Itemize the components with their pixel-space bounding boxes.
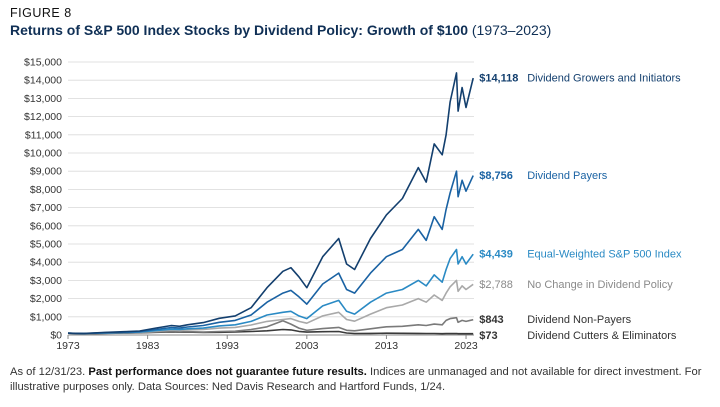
y-axis: $0 $1,000 $2,000 $3,000 $4,000 $5,000 $6,000 $7…	[24, 57, 62, 342]
y-tick-label: $7,000	[30, 202, 62, 214]
series-line	[67, 72, 474, 335]
y-tick-label: $1,000	[30, 311, 62, 323]
y-tick-label: $6,000	[30, 220, 62, 232]
x-tick-label: 1993	[216, 340, 240, 352]
series-name-label: Dividend Cutters & Eliminators	[527, 330, 677, 342]
chart-title: Returns of S&P 500 Index Stocks by Divid…	[10, 22, 551, 38]
series-end-value: $843	[479, 314, 503, 326]
chart-title-main: Returns of S&P 500 Index Stocks by Divid…	[10, 22, 468, 38]
series-name-label: Dividend Growers and Initiators	[527, 73, 681, 85]
x-tick-label: 2013	[375, 340, 399, 352]
y-tick-label: $8,000	[30, 184, 62, 196]
footnote-rest: Indices are unmanaged and not available …	[10, 366, 702, 393]
series-line	[67, 316, 474, 335]
series-name-label: Dividend Non-Payers	[527, 314, 631, 326]
y-tick-label: $4,000	[30, 257, 62, 269]
series-end-value: $73	[479, 330, 497, 342]
y-tick-label: $11,000	[25, 129, 62, 141]
series-end-value: $4,439	[479, 249, 513, 261]
footnote: As of 12/31/23. Past performance does no…	[10, 365, 710, 395]
series-line	[67, 248, 474, 335]
series-name-label: Dividend Payers	[527, 170, 608, 182]
line-chart: $0 $1,000 $2,000 $3,000 $4,000 $5,000 $6,000 $7…	[24, 57, 682, 353]
y-tick-label: $13,000	[24, 93, 62, 105]
y-tick-label: $10,000	[24, 148, 62, 160]
series-name-label: Equal-Weighted S&P 500 Index	[527, 249, 682, 261]
footnote-lead: As of 12/31/23.	[10, 366, 86, 378]
x-tick-label: 1973	[56, 340, 80, 352]
x-tick-label: 2003	[295, 340, 319, 352]
grid-lines	[68, 61, 474, 336]
y-tick-label: $14,000	[24, 75, 62, 87]
series-line	[67, 170, 474, 335]
series-end-value: $2,788	[479, 279, 513, 291]
y-tick-label: $5,000	[30, 239, 62, 251]
x-axis: 1973 1983 1993 2003 2013 2023	[56, 335, 478, 352]
figure-label: FIGURE 8	[10, 6, 72, 20]
series-end-value: $14,118	[479, 73, 518, 85]
series-name-label: No Change in Dividend Policy	[527, 279, 673, 291]
footnote-disclaimer: Past performance does not guarantee futu…	[88, 366, 367, 378]
y-tick-label: $12,000	[24, 111, 62, 123]
y-tick-label: $15,000	[24, 57, 62, 69]
series-line	[67, 279, 474, 335]
y-tick-label: $9,000	[30, 166, 62, 178]
x-tick-label: 2023	[454, 340, 478, 352]
x-tick-label: 1983	[136, 340, 160, 352]
chart-title-sub: (1973–2023)	[471, 22, 552, 38]
series-end-value: $8,756	[479, 170, 513, 182]
y-tick-label: $2,000	[30, 293, 62, 305]
y-tick-label: $3,000	[30, 275, 62, 287]
series-lines	[67, 72, 474, 335]
series-end-labels: $14,118 Dividend Growers and Initiators $8…	[479, 73, 682, 343]
y-tick-label: $0	[50, 330, 62, 342]
